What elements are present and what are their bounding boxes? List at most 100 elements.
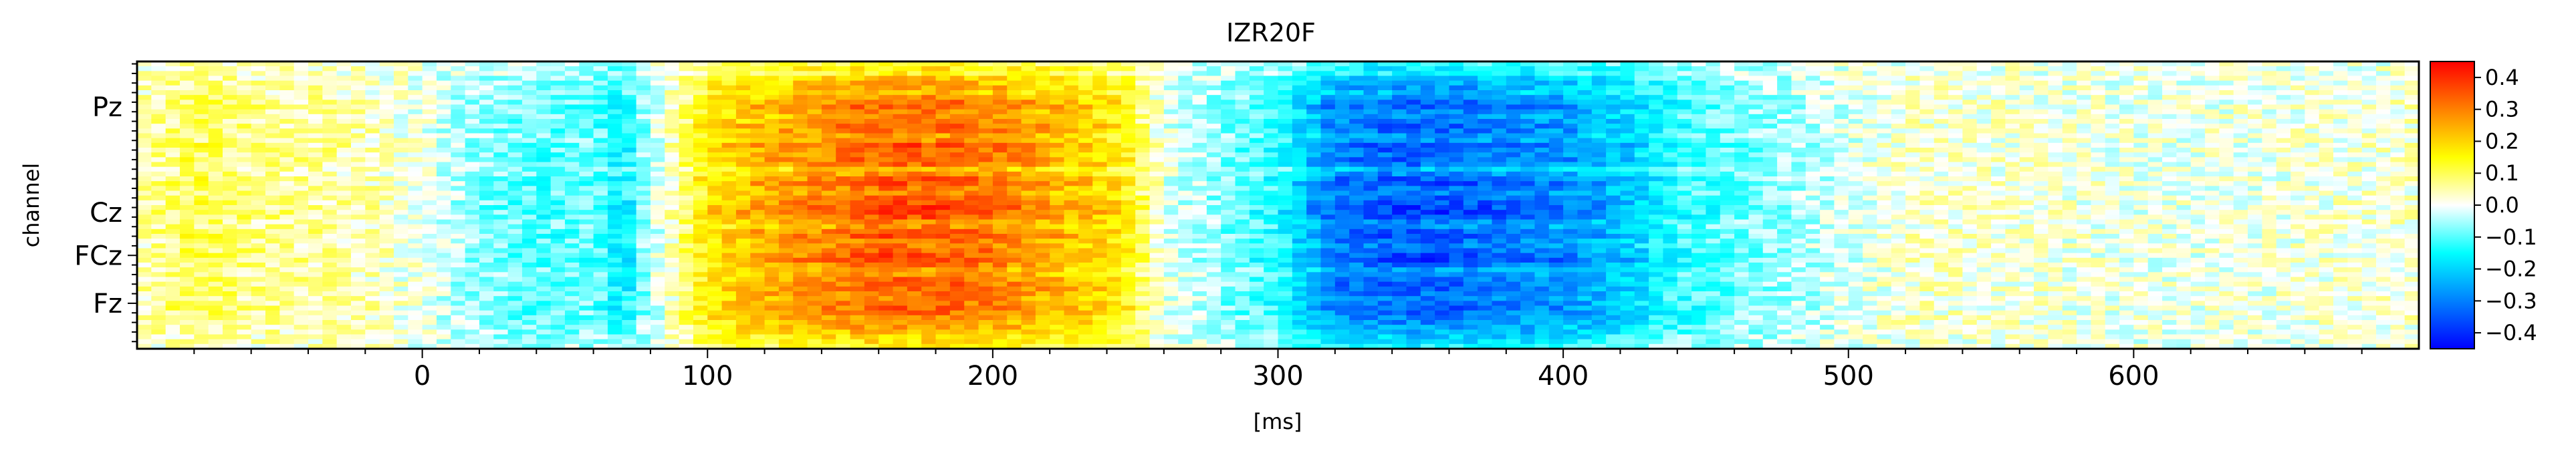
heatmap-cell [422,186,437,192]
heatmap-cell [2276,157,2291,163]
heatmap-cell [1292,75,1307,82]
heatmap-cell [208,152,223,158]
heatmap-cell [408,119,423,124]
heatmap-cell [1064,162,1079,168]
heatmap-cell [2048,133,2063,139]
heatmap-cell [1762,148,1778,153]
heatmap-cell [1962,138,1978,144]
heatmap-cell [2205,152,2220,158]
heatmap-cell [1306,186,1322,192]
heatmap-cell [2376,133,2391,139]
heatmap-cell [1363,119,1379,124]
heatmap-cell [935,186,951,192]
heatmap-cell [1919,171,1935,177]
heatmap-cell [2062,100,2077,106]
heatmap-cell [1050,133,1065,139]
heatmap-cell [1420,104,1435,110]
heatmap-cell [1363,80,1379,86]
heatmap-cell [735,152,751,158]
heatmap-cell [750,186,766,192]
heatmap-cell [1976,80,1992,86]
heatmap-cell [2190,85,2206,91]
heatmap-cell [1506,176,1521,182]
heatmap-cell [179,210,195,215]
heatmap-cell [1078,109,1093,115]
heatmap-cell [721,128,737,134]
heatmap-cell [864,119,879,124]
heatmap-cell [2305,152,2320,158]
heatmap-cell [2105,85,2120,91]
heatmap-cell [1877,128,1892,134]
heatmap-cell [1620,124,1635,129]
heatmap-cell [365,100,380,106]
heatmap-cell [1221,90,1236,96]
heatmap-cell [1649,200,1664,206]
heatmap-cell [793,85,808,91]
heatmap-cell [393,205,408,210]
heatmap-cell [1934,205,1949,210]
heatmap-cell [1891,138,1906,144]
heatmap-cell [2376,166,2391,172]
heatmap-cell [179,80,195,86]
heatmap-cell [1206,195,1221,201]
heatmap-cell [2162,114,2177,120]
heatmap-cell [992,205,1008,210]
heatmap-cell [1934,195,1949,201]
heatmap-cell [1306,152,1322,158]
heatmap-cell [1106,104,1122,110]
heatmap-cell [593,80,608,86]
heatmap-cell [2119,114,2134,120]
heatmap-cell [921,133,937,139]
heatmap-cell [679,90,694,96]
heatmap-cell [222,114,237,120]
heatmap-cell [350,100,366,106]
heatmap-cell [1163,205,1179,210]
heatmap-cell [350,71,366,77]
heatmap-cell [222,200,237,206]
heatmap-cell [2404,166,2420,172]
heatmap-cell [1050,104,1065,110]
heatmap-cell [1035,80,1050,86]
heatmap-cell [2005,109,2020,115]
heatmap-cell [2376,176,2391,182]
heatmap-cell [1663,75,1678,82]
heatmap-cell [1377,138,1393,144]
heatmap-cell [536,210,552,215]
heatmap-cell [2019,166,2034,172]
heatmap-cell [393,109,408,115]
heatmap-cell [1035,109,1050,115]
heatmap-cell [1377,109,1393,115]
heatmap-cell [2176,157,2192,163]
heatmap-cell [593,109,608,115]
heatmap-cell [935,75,951,82]
heatmap-cell [137,100,152,106]
heatmap-cell [1962,200,1978,206]
heatmap-cell [379,75,394,82]
heatmap-cell [2147,80,2163,86]
heatmap-cell [1463,95,1478,100]
heatmap-cell [1420,152,1435,158]
heatmap-cell [607,124,622,129]
heatmap-cell [1435,166,1450,172]
heatmap-cell [1463,190,1478,196]
heatmap-cell [294,100,309,106]
heatmap-cell [1478,190,1493,196]
heatmap-cell [1620,138,1635,144]
heatmap-cell [493,85,509,91]
heatmap-cell [978,157,993,163]
heatmap-cell [2233,186,2248,192]
heatmap-cell [564,104,580,110]
heatmap-cell [893,100,908,106]
heatmap-cell [1520,90,1536,96]
heatmap-cell [165,195,181,201]
heatmap-cell [165,114,181,120]
heatmap-cell [1919,128,1935,134]
heatmap-cell [1149,95,1165,100]
heatmap-cell [2305,124,2320,129]
heatmap-cell [465,176,480,182]
heatmap-cell [451,95,466,100]
heatmap-cell [850,152,865,158]
heatmap-cell [322,114,338,120]
heatmap-cell [1478,80,1493,86]
heatmap-cell [194,171,209,177]
